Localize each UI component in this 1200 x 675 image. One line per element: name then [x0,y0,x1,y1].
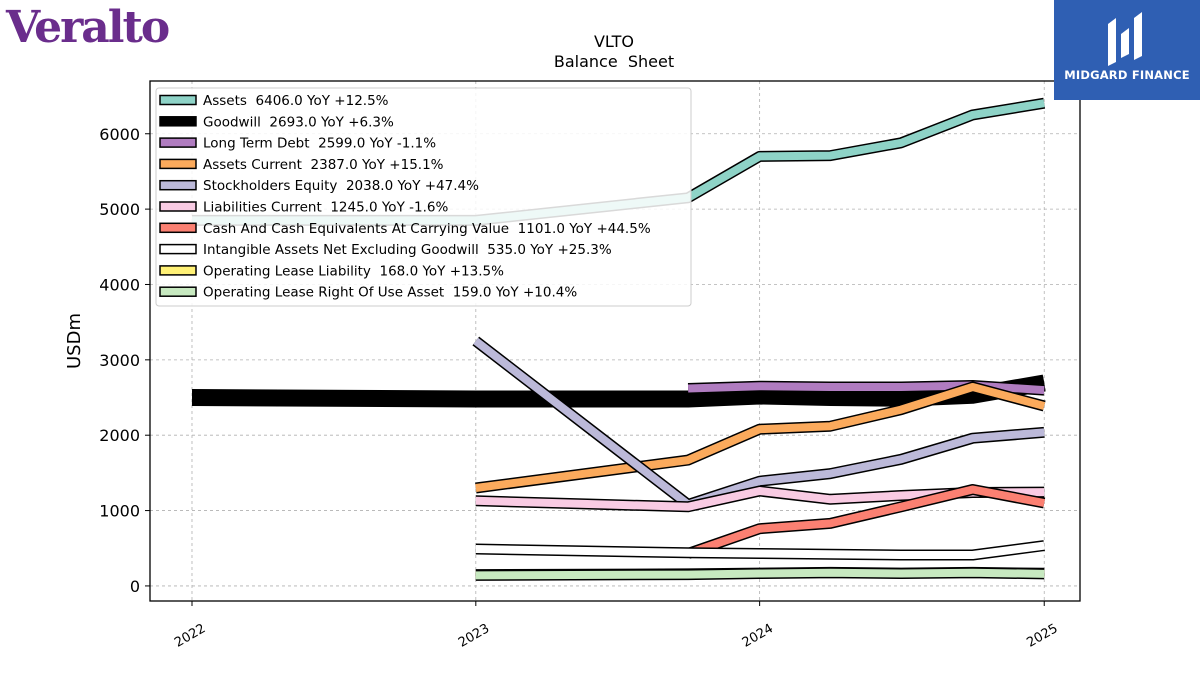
y-axis-label: USDm [64,313,85,369]
legend-swatch [159,243,197,255]
legend-swatch [159,94,197,106]
series-lines [191,97,1046,581]
legend-entry-label: Assets Current 2387.0 YoY +15.1% [203,157,444,173]
plot-frame [149,80,1081,602]
y-tick-label: 1000 [99,502,140,521]
y-tick-label: 5000 [99,200,140,219]
legend-swatch [159,116,197,127]
y-tick-label: 0 [130,577,140,596]
y-tick-label: 3000 [99,351,140,370]
legend-entry-label: Stockholders Equity 2038.0 YoY +47.4% [203,178,479,194]
midgard-finance-wordmark: MIDGARD FINANCE [1064,68,1190,82]
legend-entry-label: Intangible Assets Net Excluding Goodwill… [203,242,612,258]
legend-swatch [159,222,197,234]
legend-swatch [159,201,197,212]
legend-entry-label: Goodwill 2693.0 YoY +6.3% [203,114,394,130]
y-axis-ticks: 0 1000 2000 3000 4000 5000 6000 [99,125,150,596]
legend-swatch [159,265,197,276]
legend-entry-label: Liabilities Current 1245.0 YoY -1.6% [203,200,448,216]
legend-swatch [159,137,197,148]
legend-entry-label: Cash And Cash Equivalents At Carrying Va… [203,221,651,237]
chart-title: VLTO [594,32,634,51]
legend-swatch [159,286,197,297]
legend-swatch [159,158,197,170]
x-tick-label: 2025 [1024,621,1060,651]
series-line-intangible-assets-net-excluding-goodwill [475,541,1045,559]
series-line-cash-and-cash-equivalents-at-carrying-value [686,485,1045,558]
legend-entry-label: Operating Lease Liability 168.0 YoY +13.… [203,263,504,279]
legend-swatch [159,179,197,191]
series-line-operating-lease-right-of-use-asset [475,568,1045,580]
y-tick-label: 4000 [99,275,140,294]
series-line-assets-current [475,383,1046,492]
x-tick-label: 2023 [456,621,492,651]
chart-subtitle: Balance Sheet [554,52,674,71]
x-tick-label: 2022 [172,621,208,651]
x-tick-label: 2024 [740,621,776,651]
legend-entry-label: Assets 6406.0 YoY +12.5% [203,93,389,109]
legend-entry-label: Long Term Debt 2599.0 YoY -1.1% [203,136,436,152]
x-axis-ticks: 2022 2023 2024 2025 [172,601,1061,651]
chart-legend: Assets 6406.0 YoY +12.5% Goodwill 2693.0 … [155,87,692,307]
legend-box [155,87,692,307]
legend-entry-label: Operating Lease Right Of Use Asset 159.0… [203,285,577,301]
veralto-logo: Veralto [6,2,170,53]
y-tick-label: 2000 [99,426,140,445]
y-tick-label: 6000 [99,125,140,144]
midgard-mark-icon [1108,12,1142,66]
midgard-finance-logo: MIDGARD FINANCE [1054,0,1200,100]
